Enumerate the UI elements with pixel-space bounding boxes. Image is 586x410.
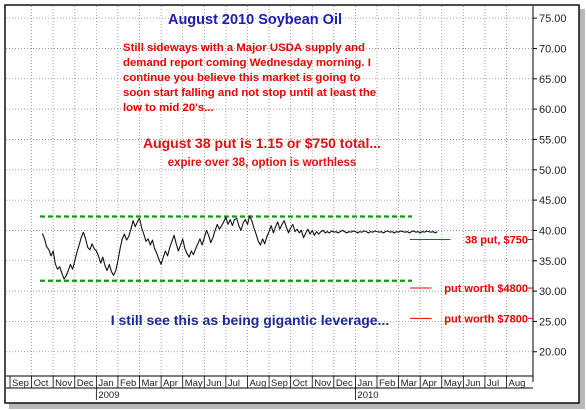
y-tick-label: 20.00 (539, 347, 567, 359)
annotation-label: 38 put, $750 (465, 235, 528, 247)
x-tick-label: Oct (34, 378, 49, 389)
annotation-label: put worth $7800 (444, 313, 528, 325)
support-resistance-lines (40, 215, 412, 282)
price-line (41, 215, 438, 280)
put-subheadline: expire over 38, option is worthless (168, 157, 357, 169)
gridlines (6, 6, 533, 376)
x-tick-label: Apr (163, 378, 178, 389)
y-tick-label: 70.00 (539, 43, 567, 55)
y-tick-label: 40.00 (539, 225, 567, 237)
x-tick-label: Nov (314, 378, 331, 389)
year-label: 2009 (98, 390, 119, 401)
y-tick-label: 30.00 (539, 286, 567, 298)
commentary-line: continue you believe this market is goin… (123, 72, 360, 84)
x-tick-label: Jun (465, 378, 480, 389)
annotation-labels: 38 put, $750 put worth $4800 put worth $78… (444, 235, 528, 326)
price-series (41, 215, 438, 280)
leverage-note: I still see this as being gigantic lever… (111, 312, 390, 328)
x-tick-label: Mar (142, 378, 158, 389)
y-tick-label: 45.00 (539, 195, 567, 207)
x-tick-label: Feb (120, 378, 136, 389)
commentary-line: low to mid 20's... (123, 102, 214, 114)
y-tick-label: 65.00 (539, 74, 567, 86)
x-tick-label: Apr (422, 378, 437, 389)
chart-border (4, 4, 580, 404)
put-headline: August 38 put is 1.15 or $750 total... (143, 135, 381, 151)
x-tick-label: Aug (509, 378, 526, 389)
commentary-line: Still sideways with a Major USDA supply … (123, 42, 365, 54)
year-label: 2010 (357, 390, 378, 401)
commentary-line: demand report coming Wednesday morning. … (123, 57, 371, 69)
x-tick-label: May (185, 378, 203, 389)
y-tick-label: 60.00 (539, 104, 567, 116)
x-tick-label: Jan (98, 378, 113, 389)
x-tick-label: Dec (77, 378, 94, 389)
y-tick-label: 35.00 (539, 256, 567, 268)
x-tick-label: Feb (379, 378, 395, 389)
x-tick-label: Jun (206, 378, 221, 389)
x-tick-label: Jul (228, 378, 240, 389)
x-tick-label: Jan (357, 378, 372, 389)
annotation-label: put worth $4800 (444, 283, 528, 295)
x-axis-ticks: Sep Oct Nov Dec Jan Feb Mar Apr May Jun Jul Aug Sep O… (9, 376, 526, 401)
x-tick-label: Sep (271, 378, 288, 389)
commentary-line: soon start falling and not stop until at… (123, 87, 376, 99)
y-tick-label: 25.00 (539, 316, 567, 328)
annotation-markers (410, 239, 533, 319)
y-axis-ticks: 75.00 70.00 65.00 60.00 55.00 50.00 45.00 40.00… (533, 13, 567, 359)
x-tick-label: May (444, 378, 462, 389)
x-tick-label: Aug (249, 378, 266, 389)
x-tick-label: Dec (336, 378, 353, 389)
y-tick-label: 55.00 (539, 134, 567, 146)
x-tick-label: Sep (12, 378, 29, 389)
y-tick-label: 50.00 (539, 165, 567, 177)
x-tick-label: Oct (293, 378, 308, 389)
y-tick-label: 75.00 (539, 13, 567, 25)
x-tick-label: Mar (401, 378, 417, 389)
chart-title: August 2010 Soybean Oil (168, 12, 342, 28)
x-tick-label: Nov (55, 378, 72, 389)
commentary-block: Still sideways with a Major USDA supply … (123, 42, 376, 114)
x-tick-label: Jul (487, 378, 499, 389)
